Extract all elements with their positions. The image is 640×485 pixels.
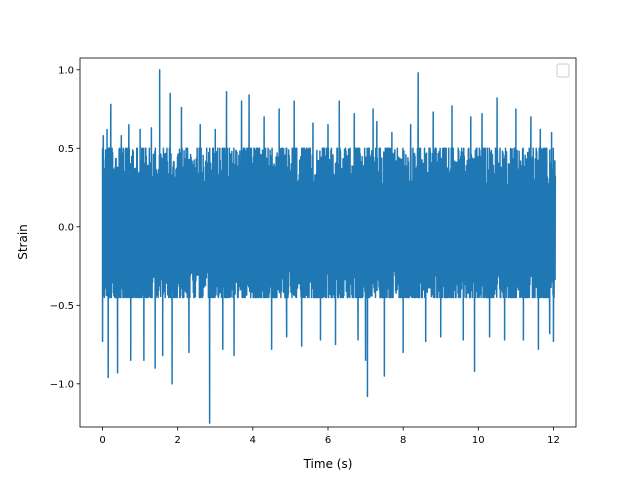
x-tick-label: 2 xyxy=(175,435,181,446)
x-tick-label: 8 xyxy=(400,435,406,446)
legend-box xyxy=(556,63,570,78)
y-axis: −1.0 −0.5 0.0 0.5 1.0 xyxy=(50,65,80,390)
x-axis-label: Time (s) xyxy=(303,457,353,471)
y-axis-label: Strain xyxy=(16,224,30,260)
y-tick-label: −0.5 xyxy=(50,301,74,312)
y-tick-label: −1.0 xyxy=(50,379,74,390)
y-tick-label: 0.5 xyxy=(58,144,74,155)
y-tick-label: 1.0 xyxy=(58,65,74,76)
x-tick-label: 6 xyxy=(325,435,331,446)
x-tick-label: 10 xyxy=(472,435,485,446)
legend xyxy=(556,63,570,78)
x-tick-label: 0 xyxy=(99,435,105,446)
x-tick-label: 4 xyxy=(250,435,256,446)
x-tick-label: 12 xyxy=(547,435,560,446)
x-axis: 0 2 4 6 8 10 12 xyxy=(99,427,560,446)
series-layer xyxy=(101,69,557,424)
series-line xyxy=(101,69,557,424)
y-tick-label: 0.0 xyxy=(58,222,74,233)
